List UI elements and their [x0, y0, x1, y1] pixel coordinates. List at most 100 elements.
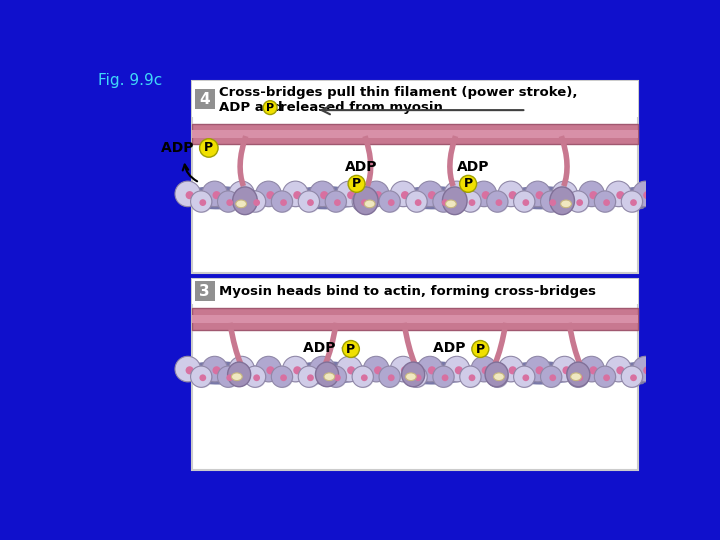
Circle shape [336, 181, 362, 207]
Circle shape [536, 366, 544, 374]
Circle shape [579, 181, 604, 207]
Circle shape [630, 374, 637, 381]
Circle shape [256, 181, 282, 207]
Circle shape [606, 357, 632, 382]
Ellipse shape [446, 200, 456, 208]
Circle shape [487, 192, 509, 213]
Ellipse shape [442, 187, 467, 214]
Circle shape [576, 374, 583, 381]
Circle shape [310, 181, 335, 207]
Ellipse shape [485, 362, 508, 387]
Ellipse shape [231, 373, 242, 381]
Circle shape [498, 356, 523, 382]
Circle shape [406, 366, 427, 387]
Circle shape [199, 199, 206, 206]
Text: ADP: ADP [456, 160, 489, 174]
Circle shape [541, 192, 562, 213]
Circle shape [595, 366, 616, 387]
Circle shape [634, 357, 659, 382]
Circle shape [186, 366, 194, 374]
Circle shape [240, 366, 248, 374]
Circle shape [459, 176, 477, 192]
Circle shape [552, 181, 577, 207]
Circle shape [552, 356, 577, 382]
Circle shape [469, 374, 475, 381]
Circle shape [418, 182, 444, 207]
Circle shape [444, 356, 469, 382]
Circle shape [266, 366, 274, 374]
Ellipse shape [550, 187, 575, 214]
Circle shape [508, 191, 517, 199]
Circle shape [364, 181, 389, 207]
Circle shape [271, 191, 292, 212]
Circle shape [364, 182, 390, 207]
Circle shape [487, 367, 509, 388]
Circle shape [364, 357, 390, 382]
Circle shape [621, 366, 642, 387]
Circle shape [455, 366, 463, 374]
Circle shape [388, 199, 395, 206]
Circle shape [498, 181, 523, 207]
Circle shape [433, 191, 454, 212]
Text: ADP and: ADP and [220, 101, 287, 114]
Text: P: P [464, 177, 473, 190]
Text: ADP +: ADP + [303, 341, 357, 355]
Circle shape [192, 367, 212, 388]
Ellipse shape [402, 362, 425, 387]
Circle shape [469, 199, 475, 206]
Circle shape [226, 199, 233, 206]
Circle shape [418, 357, 444, 382]
Circle shape [541, 366, 562, 387]
Circle shape [253, 199, 260, 206]
Circle shape [325, 191, 346, 212]
Circle shape [523, 199, 529, 206]
Circle shape [192, 192, 212, 213]
Circle shape [379, 366, 400, 387]
Circle shape [526, 182, 552, 207]
Circle shape [256, 356, 282, 382]
Circle shape [280, 199, 287, 206]
Circle shape [433, 367, 455, 388]
Circle shape [579, 356, 604, 382]
Circle shape [283, 356, 308, 382]
Text: Fig. 9.9c: Fig. 9.9c [98, 72, 162, 87]
Ellipse shape [235, 200, 246, 208]
Circle shape [603, 199, 610, 206]
Circle shape [374, 191, 382, 199]
Text: P: P [476, 342, 485, 355]
Circle shape [218, 192, 240, 213]
Circle shape [622, 192, 643, 213]
Circle shape [553, 357, 578, 382]
Circle shape [390, 356, 416, 382]
Circle shape [272, 367, 293, 388]
Circle shape [266, 191, 274, 199]
Text: 3: 3 [199, 284, 210, 299]
Circle shape [580, 182, 605, 207]
Circle shape [352, 366, 374, 387]
Circle shape [244, 191, 266, 212]
Circle shape [568, 192, 590, 213]
Circle shape [472, 357, 498, 382]
Bar [192, 279, 638, 470]
Circle shape [230, 357, 255, 382]
Circle shape [455, 191, 463, 199]
Circle shape [347, 366, 355, 374]
Circle shape [246, 367, 266, 388]
Circle shape [606, 181, 631, 207]
Circle shape [549, 374, 556, 381]
Circle shape [433, 192, 455, 213]
Circle shape [407, 367, 428, 388]
Circle shape [307, 199, 314, 206]
Text: 4: 4 [199, 92, 210, 106]
Circle shape [495, 199, 503, 206]
Circle shape [310, 356, 335, 382]
Text: released from myosin: released from myosin [280, 101, 443, 114]
Circle shape [513, 191, 535, 212]
Bar [194, 89, 215, 109]
Circle shape [508, 366, 517, 374]
Text: P: P [204, 141, 213, 154]
Circle shape [212, 366, 220, 374]
Circle shape [606, 182, 632, 207]
Circle shape [514, 192, 536, 213]
Bar [192, 82, 638, 117]
